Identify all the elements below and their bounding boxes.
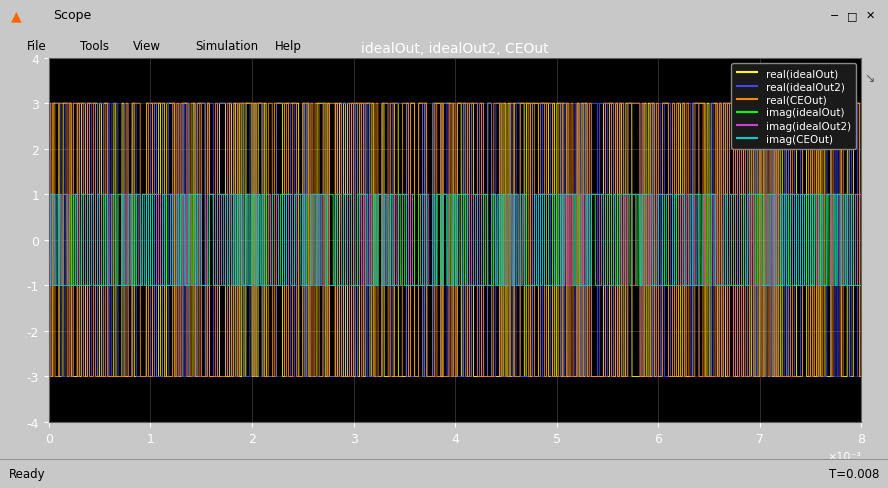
- Text: File: File: [27, 40, 46, 53]
- Text: Simulation: Simulation: [195, 40, 258, 53]
- Title: idealOut, idealOut2, CEOut: idealOut, idealOut2, CEOut: [361, 42, 549, 56]
- Text: Help: Help: [275, 40, 302, 53]
- Text: ✕: ✕: [866, 11, 875, 21]
- Text: Tools: Tools: [80, 40, 109, 53]
- Text: View: View: [133, 40, 162, 53]
- Legend: real(idealOut), real(idealOut2), real(CEOut), imag(idealOut), imag(idealOut2), i: real(idealOut), real(idealOut2), real(CE…: [732, 64, 856, 150]
- Text: □: □: [847, 11, 858, 21]
- Text: ▲: ▲: [11, 9, 21, 23]
- Text: ↘: ↘: [864, 72, 875, 84]
- Text: −: −: [830, 11, 839, 21]
- Text: ×10⁻³: ×10⁻³: [828, 451, 861, 461]
- Text: Ready: Ready: [9, 467, 45, 480]
- Text: Scope: Scope: [53, 9, 91, 22]
- Text: T=0.008: T=0.008: [829, 467, 879, 480]
